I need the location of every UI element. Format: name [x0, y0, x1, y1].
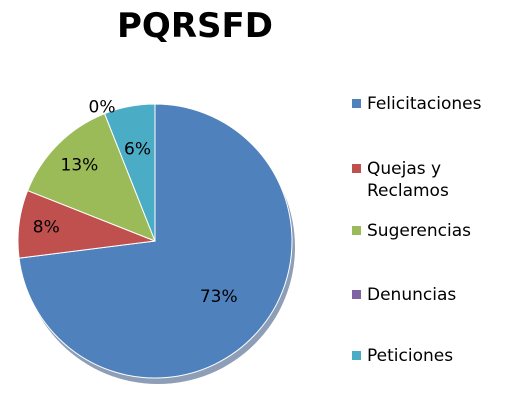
pie-slices	[17, 103, 293, 379]
legend-item-denuncias: Denuncias	[352, 284, 507, 306]
pie-slice-felicitaciones	[18, 103, 293, 379]
legend-item-peticiones: Peticiones	[352, 345, 507, 367]
legend-item-quejas-reclamos: Quejas y Reclamos	[352, 158, 457, 202]
pie-slice-peticiones	[103, 103, 156, 242]
pie-data-labels: 73% 8% 13% 0% 6%	[33, 97, 238, 307]
data-label-sugerencias: 13%	[61, 155, 99, 175]
legend-swatch-sugerencias	[352, 226, 361, 235]
chart-title: PQRSFD	[117, 6, 273, 46]
legend-label-sugerencias: Sugerencias	[367, 221, 472, 241]
data-label-felicitaciones: 73%	[200, 287, 238, 307]
legend-swatch-felicitaciones	[352, 99, 361, 108]
legend-item-felicitaciones: Felicitaciones	[352, 93, 507, 115]
legend-swatch-quejas-reclamos	[352, 164, 361, 173]
data-label-quejas-reclamos: 8%	[33, 217, 60, 237]
legend-item-sugerencias: Sugerencias	[352, 220, 507, 242]
legend-label-peticiones: Peticiones	[367, 346, 454, 366]
legend-label-felicitaciones: Felicitaciones	[367, 94, 482, 114]
legend-swatch-denuncias	[352, 290, 361, 299]
legend-swatch-peticiones	[352, 351, 361, 360]
legend-label-quejas-reclamos: Quejas y Reclamos	[367, 159, 449, 201]
pie-slice-sugerencias	[26, 112, 156, 242]
data-label-denuncias: 0%	[89, 97, 116, 117]
legend-label-denuncias: Denuncias	[367, 285, 457, 305]
data-label-peticiones: 6%	[124, 139, 151, 159]
chart-legend: Felicitaciones Quejas y Reclamos Sugeren…	[352, 0, 512, 409]
